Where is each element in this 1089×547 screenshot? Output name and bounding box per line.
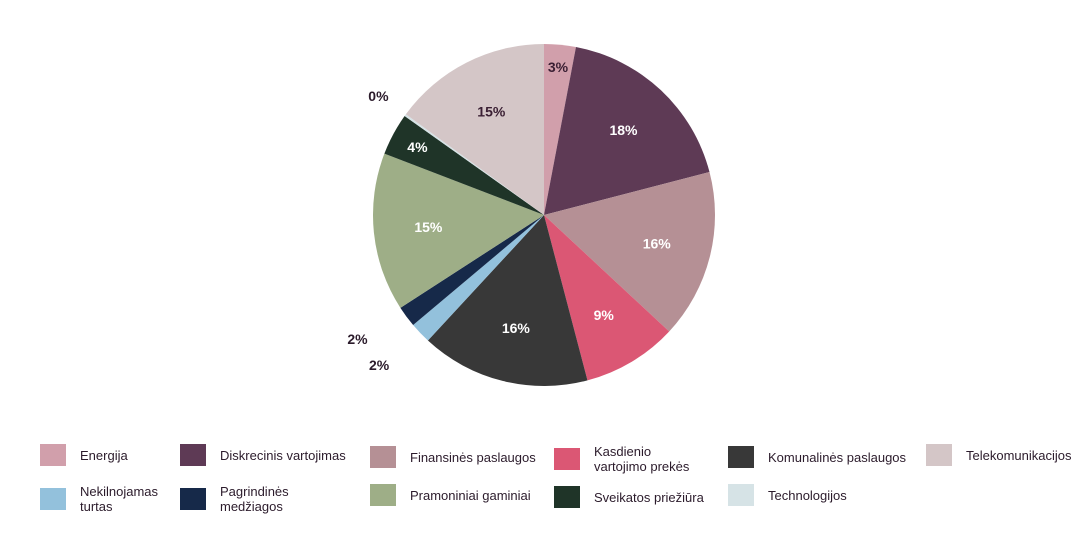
pie-slice-energija	[544, 44, 576, 215]
legend-item-finansines-paslaugos: Finansinės paslaugos	[370, 446, 536, 468]
pie-slice-kasdienio-vartojimo-prekės	[544, 215, 670, 381]
legend-swatch	[370, 446, 396, 468]
legend-item-diskrecinis-vartojimas: Diskrecinis vartojimas	[180, 444, 346, 466]
pie-slice-sveikatos-priežiūra	[384, 115, 544, 215]
legend-item-komunalines-paslaugos: Komunalinės paslaugos	[728, 446, 906, 468]
legend-swatch	[926, 444, 952, 466]
legend-item-pagrindines-medziagos: Pagrindinės medžiagos	[180, 484, 300, 514]
pie-label-komunalinės-paslaugos: 16%	[502, 320, 531, 336]
pie-slice-nekilnojamas-turtas	[413, 215, 544, 341]
pie-slice-telekomunikacijos	[405, 44, 544, 215]
pie-slice-technologijos	[404, 114, 544, 215]
legend-label: Sveikatos priežiūra	[594, 489, 704, 505]
legend-swatch	[554, 448, 580, 470]
legend-label: Pramoniniai gaminiai	[410, 487, 531, 503]
legend-item-sveikatos-prieziura: Sveikatos priežiūra	[554, 486, 704, 508]
legend-label: Technologijos	[768, 487, 847, 503]
legend-item-pramoniniai-gaminiai: Pramoniniai gaminiai	[370, 484, 531, 506]
legend-swatch	[180, 488, 206, 510]
legend-swatch	[728, 484, 754, 506]
pie-chart: 3% 18% 16% 9% 16% 2%2% 15% 4% 0% 15%	[347, 44, 716, 386]
legend-label: Kasdienio vartojimo prekės	[594, 444, 690, 474]
pie-label-diskrecinis-vartojimas: 18%	[609, 122, 638, 138]
pie-slice-pagrindinės-medžiagos	[400, 215, 544, 326]
pie-label-technologijos: 0%	[368, 88, 389, 104]
pie-label-kasdienio-vartojimo-prekės: 9%	[594, 307, 615, 323]
legend-item-kasdienio-vartojimo-prekes: Kasdienio vartojimo prekės	[554, 444, 704, 474]
legend-label: Diskrecinis vartojimas	[220, 447, 346, 463]
legend-item-energija: Energija	[40, 444, 128, 466]
pie-label-finansinės-paslaugos: 16%	[643, 236, 672, 252]
legend-swatch	[180, 444, 206, 466]
legend-swatch	[370, 484, 396, 506]
pie-slices	[372, 44, 716, 386]
legend-swatch	[728, 446, 754, 468]
pie-slice-finansinės-paslaugos	[544, 172, 716, 332]
legend-item-nekilnojamas-turtas: Nekilnojamas turtas	[40, 484, 160, 514]
legend-item-technologijos: Technologijos	[728, 484, 847, 506]
pie-label-energija: 3%	[548, 59, 569, 75]
legend-item-telekomunikacijos: Telekomunikacijos	[926, 444, 1072, 466]
pie-slice-pramoniniai-gaminiai	[372, 153, 544, 308]
legend-label: Finansinės paslaugos	[410, 449, 536, 465]
pie-label-pagrindinės-medžiagos: 2%	[347, 331, 368, 347]
pie-labels: 3% 18% 16% 9% 16% 2%2% 15% 4% 0% 15%	[347, 59, 671, 373]
pie-slice-diskrecinis-vartojimas	[544, 47, 710, 215]
legend-label: Telekomunikacijos	[966, 447, 1072, 463]
pie-label-telekomunikacijos: 15%	[477, 103, 506, 119]
legend-label: Pagrindinės medžiagos	[220, 484, 289, 514]
legend: Energija Diskrecinis vartojimas Finansin…	[40, 438, 1089, 538]
pie-slice-komunalinės-paslaugos	[427, 215, 588, 386]
legend-swatch	[40, 444, 66, 466]
legend-label: Nekilnojamas turtas	[80, 484, 159, 514]
legend-label: Energija	[80, 447, 128, 463]
legend-swatch	[40, 488, 66, 510]
pie-label-sveikatos-priežiūra: 4%	[407, 139, 428, 155]
pie-label-pramoniniai-gaminiai: 15%	[414, 219, 443, 235]
legend-swatch	[554, 486, 580, 508]
legend-label: Komunalinės paslaugos	[768, 449, 907, 465]
pie-label-nekilnojamas-turtas: 2%	[369, 357, 390, 373]
